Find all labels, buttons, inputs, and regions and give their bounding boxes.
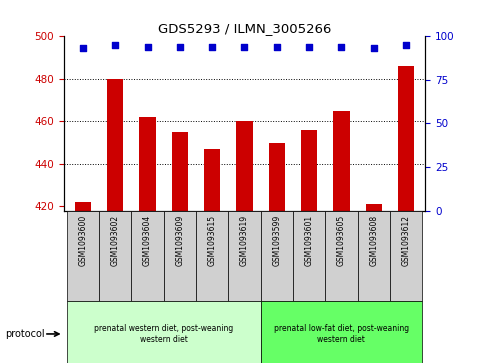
Point (240, 44, 248, 50)
Point (369, 46, 377, 52)
Point (305, 44, 312, 50)
Bar (67, 211, 99, 301)
Bar (99, 211, 131, 301)
Bar (260, 211, 292, 301)
Text: prenatal low-fat diet, post-weaning
western diet: prenatal low-fat diet, post-weaning west… (273, 324, 408, 344)
Text: prenatal western diet, post-weaning
western diet: prenatal western diet, post-weaning west… (94, 324, 233, 344)
Bar (203, 149, 220, 211)
Text: GSM1093605: GSM1093605 (336, 215, 345, 266)
Text: GSM1093619: GSM1093619 (240, 215, 248, 266)
Bar (171, 132, 187, 211)
Bar (139, 117, 155, 211)
Text: GSM1093601: GSM1093601 (304, 215, 313, 266)
Bar (228, 211, 260, 301)
Bar (260, 301, 421, 363)
Bar (325, 211, 357, 301)
Bar (333, 111, 349, 211)
Text: GSM1093608: GSM1093608 (368, 215, 377, 266)
Bar (236, 121, 252, 211)
Text: GSM1093600: GSM1093600 (78, 215, 87, 266)
Title: GDS5293 / ILMN_3005266: GDS5293 / ILMN_3005266 (158, 22, 330, 35)
Point (208, 44, 216, 50)
Point (337, 44, 345, 50)
Text: GSM1093604: GSM1093604 (143, 215, 152, 266)
Bar (365, 204, 381, 211)
Point (176, 44, 183, 50)
Bar (196, 211, 228, 301)
Bar (131, 211, 163, 301)
Text: GSM1093609: GSM1093609 (175, 215, 184, 266)
Point (111, 42, 119, 48)
Bar (397, 66, 413, 211)
Text: protocol: protocol (5, 329, 44, 339)
Bar (75, 202, 91, 211)
Bar (292, 211, 325, 301)
Text: GSM1093599: GSM1093599 (272, 215, 281, 266)
Point (401, 42, 409, 48)
Bar (301, 130, 317, 211)
Point (272, 44, 280, 50)
Point (79, 46, 87, 52)
Bar (357, 211, 389, 301)
Point (143, 44, 151, 50)
Bar (163, 211, 196, 301)
Text: GSM1093602: GSM1093602 (111, 215, 120, 266)
Bar (268, 143, 285, 211)
Text: GSM1093612: GSM1093612 (401, 215, 410, 266)
Bar (107, 79, 123, 211)
Bar (67, 301, 260, 363)
Bar (389, 211, 421, 301)
Text: GSM1093615: GSM1093615 (207, 215, 216, 266)
